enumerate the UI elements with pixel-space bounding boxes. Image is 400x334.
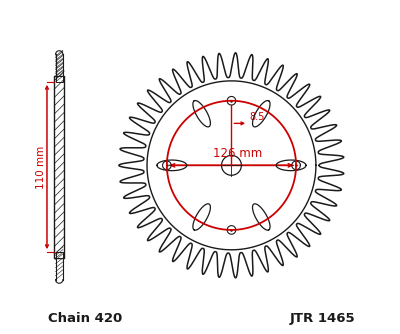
Bar	[56, 252, 63, 258]
Polygon shape	[276, 160, 306, 171]
Polygon shape	[193, 204, 210, 230]
Text: 126 mm: 126 mm	[214, 147, 263, 160]
Polygon shape	[193, 101, 210, 127]
Text: Chain 420: Chain 420	[48, 312, 122, 325]
Polygon shape	[252, 204, 270, 230]
Polygon shape	[252, 101, 270, 127]
Bar	[56, 76, 63, 82]
Text: 110 mm: 110 mm	[36, 145, 46, 189]
Text: JTR 1465: JTR 1465	[290, 312, 356, 325]
Bar	[54, 76, 64, 258]
Polygon shape	[157, 160, 187, 171]
Text: 8.5: 8.5	[250, 112, 265, 122]
